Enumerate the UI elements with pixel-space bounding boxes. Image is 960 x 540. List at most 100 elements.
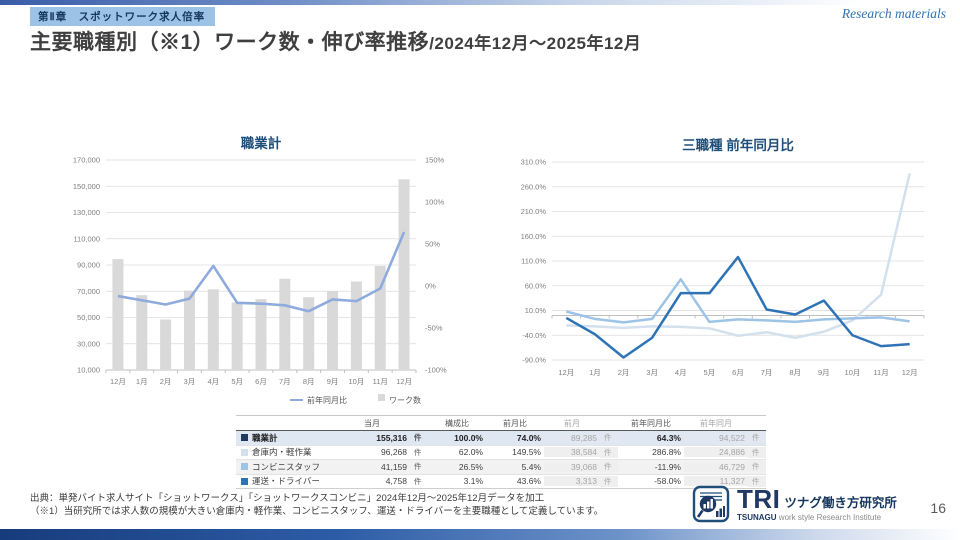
table-header-構成比: 構成比 bbox=[445, 418, 469, 428]
bar-12月 bbox=[112, 259, 124, 370]
row-label: コンビニスタッフ bbox=[252, 461, 321, 472]
svg-text:12月: 12月 bbox=[558, 368, 574, 377]
unit-cell: 件 bbox=[748, 446, 766, 458]
svg-text:0%: 0% bbox=[425, 282, 436, 291]
bottom-accent-bar bbox=[0, 529, 960, 540]
table-header-前年同月: 前年同月 bbox=[700, 418, 732, 428]
row-label-cell: 職業計 bbox=[236, 432, 334, 444]
svg-text:3月: 3月 bbox=[184, 377, 196, 386]
cell-prev: 89,285 bbox=[544, 432, 600, 443]
row-label: 倉庫内・軽作業 bbox=[252, 447, 312, 458]
cell-current: 41,159 bbox=[381, 461, 407, 472]
cell-mom: 74.0% bbox=[516, 432, 541, 443]
bar-3月 bbox=[183, 290, 195, 370]
bar-6月 bbox=[255, 299, 267, 370]
table-header-前年同月比: 前年同月比 bbox=[631, 418, 671, 428]
cell-yoy: 64.3% bbox=[656, 432, 681, 443]
bar-7月 bbox=[279, 278, 291, 370]
bar-4月 bbox=[207, 289, 219, 370]
unit-cell: 件 bbox=[600, 461, 618, 473]
svg-text:130,000: 130,000 bbox=[73, 208, 100, 217]
svg-text:1月: 1月 bbox=[589, 368, 601, 377]
svg-text:150,000: 150,000 bbox=[73, 182, 100, 191]
svg-text:90,000: 90,000 bbox=[77, 261, 100, 270]
table-header-当月: 当月 bbox=[364, 418, 380, 428]
tri-logo-icon bbox=[692, 485, 730, 523]
row-label-cell: 倉庫内・軽作業 bbox=[236, 446, 334, 458]
yoy-three-jobs-line-chart: 310.0% 260.0% 210.0% 160.0% 110.0% 60.0% 10.0%… bbox=[521, 137, 925, 377]
table-row-職業計: 職業計 155,316 件 100.0% 74.0% 89,285 件 64.3% 94,522… bbox=[236, 431, 766, 446]
series-color-swatch bbox=[241, 448, 248, 456]
svg-text:10.0%: 10.0% bbox=[525, 306, 547, 315]
svg-text:100%: 100% bbox=[425, 198, 445, 207]
row-label: 職業計 bbox=[252, 432, 278, 443]
svg-text:12月: 12月 bbox=[902, 368, 918, 377]
row-label-cell: 運送・ドライバー bbox=[236, 475, 334, 487]
svg-text:三職種 前年同月比: 三職種 前年同月比 bbox=[682, 137, 794, 153]
svg-text:-100%: -100% bbox=[425, 366, 447, 375]
bar-8月 bbox=[303, 297, 315, 370]
unit-cell: 件 bbox=[414, 433, 422, 443]
page-title-period: /2024年12月～2025年12月 bbox=[429, 34, 642, 53]
cell-current: 96,268 bbox=[381, 447, 407, 458]
cell-share: 26.5% bbox=[458, 461, 483, 472]
svg-text:4月: 4月 bbox=[675, 368, 687, 377]
cell-prev_year: 94,522 bbox=[684, 432, 748, 443]
svg-text:7月: 7月 bbox=[279, 377, 291, 386]
svg-text:11月: 11月 bbox=[873, 368, 888, 377]
svg-text:210.0%: 210.0% bbox=[521, 207, 547, 216]
unit-cell: 件 bbox=[748, 461, 766, 473]
cell-mom: 149.5% bbox=[512, 447, 541, 458]
svg-text:前年同月比: 前年同月比 bbox=[307, 395, 347, 405]
svg-text:170,000: 170,000 bbox=[73, 156, 100, 165]
svg-text:10,000: 10,000 bbox=[77, 366, 100, 375]
logo-jp-name: ツナグ働き方研究所 bbox=[784, 495, 897, 510]
line-倉庫内・軽作業 bbox=[566, 173, 911, 339]
bar-5月 bbox=[231, 302, 243, 370]
bar-9月 bbox=[327, 291, 339, 370]
svg-text:150%: 150% bbox=[425, 156, 445, 165]
svg-text:8月: 8月 bbox=[789, 368, 801, 377]
table-row-倉庫内・軽作業: 倉庫内・軽作業 96,268 件 62.0% 149.5% 38,584 件 286.8% 24… bbox=[236, 446, 766, 460]
svg-text:5月: 5月 bbox=[231, 377, 243, 386]
source-line1: 出典：単発バイト求人サイト「ショットワークス」「ショットワークスコンビニ」202… bbox=[30, 493, 545, 504]
unit-cell: 件 bbox=[748, 475, 766, 487]
unit-cell: 件 bbox=[414, 447, 422, 457]
cell-prev: 39,068 bbox=[544, 461, 600, 472]
svg-text:30,000: 30,000 bbox=[77, 339, 100, 348]
cell-prev_year: 11,327 bbox=[684, 476, 748, 487]
page-title: 主要職種別（※1）ワーク数・伸び率推移/2024年12月～2025年12月 bbox=[30, 26, 641, 56]
logo-tri-wordmark: TRI bbox=[737, 484, 781, 514]
unit-cell: 件 bbox=[414, 476, 422, 486]
cell-current: 4,758 bbox=[385, 476, 407, 487]
svg-text:-90.0%: -90.0% bbox=[522, 356, 546, 365]
cell-mom: 5.4% bbox=[521, 461, 541, 472]
cell-yoy: -11.9% bbox=[654, 461, 681, 472]
table-row-運送・ドライバー: 運送・ドライバー 4,758 件 3.1% 43.6% 3,313 件 -58.0% 11,32… bbox=[236, 475, 766, 489]
top-accent-bar bbox=[0, 0, 960, 5]
unit-cell: 件 bbox=[600, 475, 618, 487]
svg-text:110.0%: 110.0% bbox=[521, 257, 546, 266]
unit-cell: 件 bbox=[600, 432, 618, 444]
bar-1月 bbox=[136, 295, 148, 370]
source-line2: （※1）当研究所では求人数の規模が大きい倉庫内・軽作業、コンビニスタッフ、運送・… bbox=[30, 506, 604, 518]
cell-mom: 43.6% bbox=[516, 476, 541, 487]
cell-prev: 38,584 bbox=[544, 447, 600, 458]
svg-text:50,000: 50,000 bbox=[77, 313, 100, 322]
svg-text:10月: 10月 bbox=[348, 377, 364, 386]
svg-text:-40.0%: -40.0% bbox=[522, 331, 546, 340]
cell-yoy: -58.0% bbox=[654, 476, 681, 487]
row-label: 運送・ドライバー bbox=[252, 476, 320, 487]
svg-text:9月: 9月 bbox=[327, 377, 339, 386]
research-materials-label: Research materials bbox=[841, 6, 946, 21]
svg-text:6月: 6月 bbox=[732, 368, 744, 377]
svg-text:60.0%: 60.0% bbox=[525, 281, 547, 290]
cell-share: 3.1% bbox=[463, 476, 483, 487]
svg-text:5月: 5月 bbox=[704, 368, 716, 377]
page-number: 16 bbox=[930, 500, 946, 516]
table-header-row: 当月 構成比 前月比 前月 前年同月比 前年同月 bbox=[236, 415, 766, 431]
unit-cell: 件 bbox=[748, 432, 766, 444]
svg-text:6月: 6月 bbox=[255, 377, 267, 386]
svg-text:50%: 50% bbox=[425, 240, 440, 249]
svg-text:ワーク数: ワーク数 bbox=[389, 395, 421, 405]
